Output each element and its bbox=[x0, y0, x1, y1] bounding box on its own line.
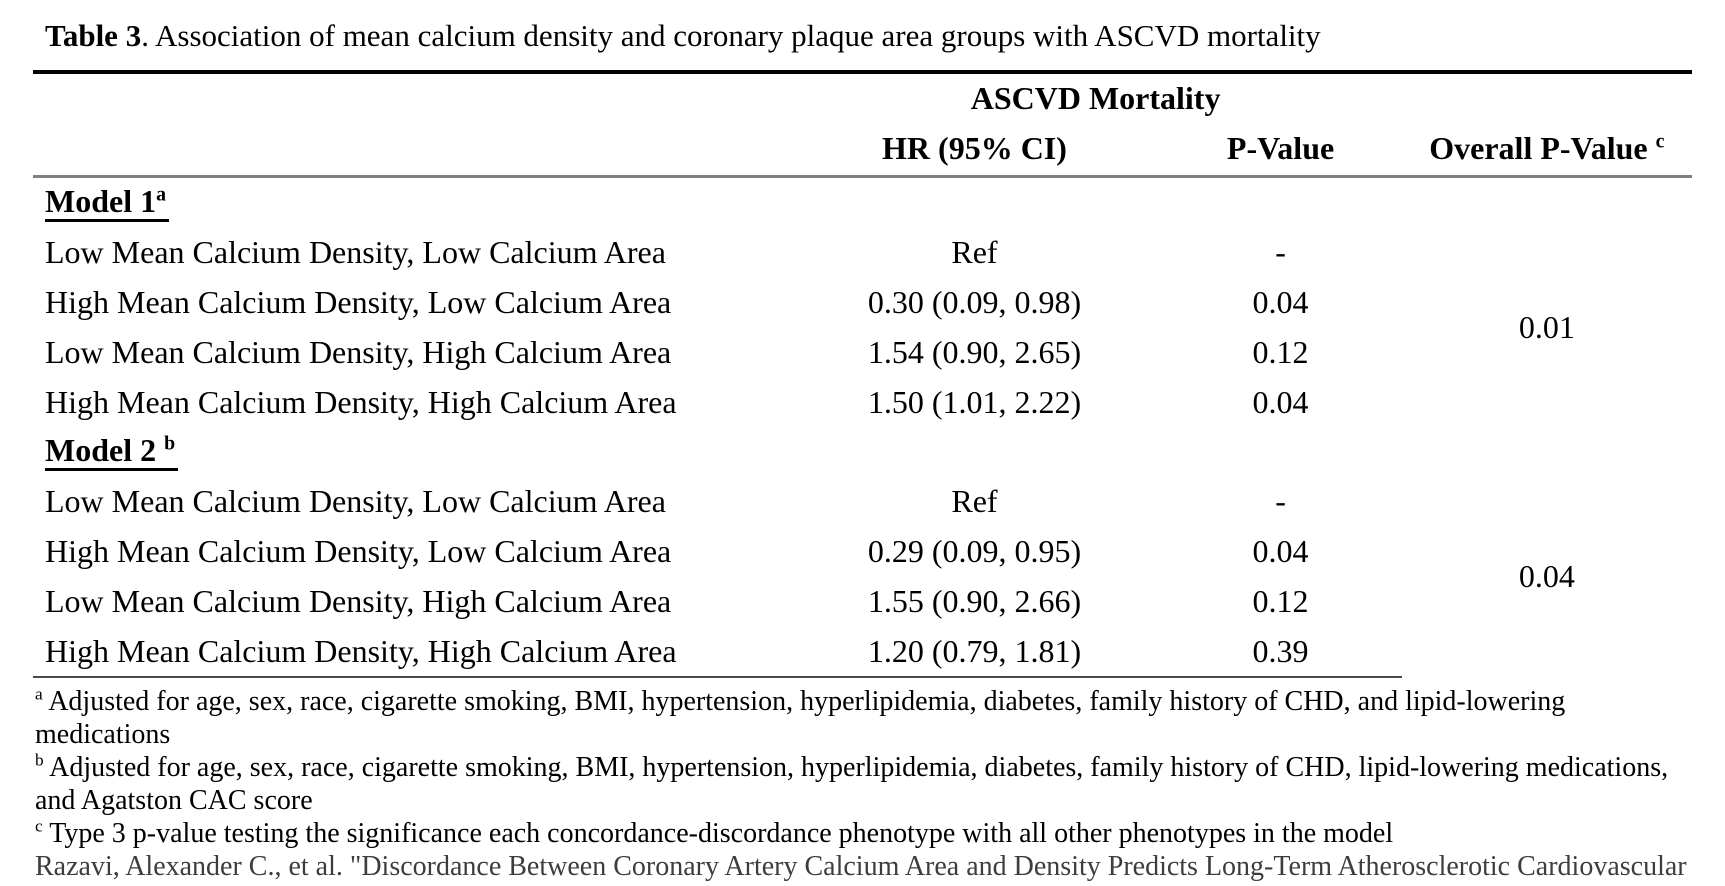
table-caption-number: Table 3 bbox=[45, 18, 142, 53]
citation-year: (2022) bbox=[564, 884, 646, 886]
table-row: High Mean Calcium Density, Low Calcium A… bbox=[33, 277, 1692, 327]
table-row: Low Mean Calcium Density, High Calcium A… bbox=[33, 576, 1692, 626]
hr-value: 1.50 (1.01, 2.22) bbox=[867, 383, 1082, 420]
p-value: 0.04 bbox=[1252, 283, 1309, 320]
header-empty-cell bbox=[1402, 72, 1692, 122]
header-empty-cell bbox=[33, 72, 790, 122]
header-overall-p-value-text: Overall P-Value bbox=[1429, 130, 1648, 166]
p-value: 0.12 bbox=[1252, 582, 1309, 619]
header-columns-row: HR (95% CI) P-Value Overall P-Value c bbox=[33, 122, 1692, 178]
citation-journal-name: JACC: Cardiovascular Imaging bbox=[206, 884, 564, 886]
header-overall-p-value: Overall P-Value c bbox=[1401, 122, 1692, 178]
row-label: High Mean Calcium Density, Low Calcium A… bbox=[45, 532, 672, 569]
p-value: - bbox=[1275, 482, 1286, 519]
row-label: High Mean Calcium Density, High Calcium … bbox=[45, 383, 677, 420]
footnote-b: b Adjusted for age, sex, race, cigarette… bbox=[35, 751, 1692, 817]
model-1-title: Model 1a bbox=[45, 183, 170, 222]
header-group-row: ASCVD Mortality bbox=[33, 72, 1692, 122]
row-label: Low Mean Calcium Density, Low Calcium Ar… bbox=[45, 233, 666, 270]
table-block: Table 3. Association of mean calcium den… bbox=[33, 0, 1692, 886]
hr-value: 1.55 (0.90, 2.66) bbox=[867, 582, 1082, 619]
header-overall-p-value-footnote-mark: c bbox=[1655, 130, 1665, 153]
table-row: Low Mean Calcium Density, Low Calcium Ar… bbox=[33, 227, 1692, 345]
table-row: High Mean Calcium Density, High Calcium … bbox=[33, 377, 1692, 427]
footnotes-block: a Adjusted for age, sex, race, cigarette… bbox=[33, 685, 1692, 886]
hr-value: 0.30 (0.09, 0.98) bbox=[867, 283, 1082, 320]
hr-value: 0.29 (0.09, 0.95) bbox=[867, 532, 1082, 569]
footnote-a-text: Adjusted for age, sex, race, cigarette s… bbox=[35, 686, 1566, 750]
model-2-heading-cell: Model 2 b bbox=[33, 427, 1692, 476]
model-2-footnote-mark: b bbox=[164, 432, 176, 455]
model-1-footnote-mark: a bbox=[156, 183, 167, 206]
footnote-a-mark: a bbox=[35, 684, 43, 704]
model-1-heading-row: Model 1a bbox=[33, 177, 1692, 228]
citation-text: Razavi, Alexander C., et al. "Discordanc… bbox=[35, 851, 1687, 886]
table-row: High Mean Calcium Density, Low Calcium A… bbox=[33, 526, 1692, 576]
p-value: - bbox=[1275, 233, 1286, 270]
model-1-overall-p-value: 0.01 bbox=[1518, 308, 1575, 345]
row-label: Low Mean Calcium Density, Low Calcium Ar… bbox=[45, 482, 666, 519]
header-hr-95ci: HR (95% CI) bbox=[789, 122, 1160, 178]
footnote-c-mark: c bbox=[35, 816, 43, 836]
footnote-c: c Type 3 p-value testing the significanc… bbox=[35, 817, 1692, 850]
hr-value: 1.54 (0.90, 2.65) bbox=[867, 333, 1082, 370]
model-2-heading-row: Model 2 b bbox=[33, 427, 1692, 476]
footnote-a: a Adjusted for age, sex, race, cigarette… bbox=[35, 685, 1692, 751]
row-label: Low Mean Calcium Density, High Calcium A… bbox=[45, 333, 672, 370]
p-value: 0.04 bbox=[1252, 383, 1309, 420]
row-label: High Mean Calcium Density, High Calcium … bbox=[33, 626, 790, 678]
model-1-heading-cell: Model 1a bbox=[33, 177, 1692, 228]
header-ascvd-mortality: ASCVD Mortality bbox=[970, 79, 1221, 116]
model-2-overall-p-value: 0.04 bbox=[1518, 558, 1575, 594]
row-label: High Mean Calcium Density, Low Calcium A… bbox=[45, 283, 672, 320]
hr-value: Ref bbox=[951, 482, 998, 519]
p-value: 0.12 bbox=[1252, 333, 1309, 370]
footnote-b-text: Adjusted for age, sex, race, cigarette s… bbox=[35, 752, 1669, 816]
table-row: High Mean Calcium Density, High Calcium … bbox=[33, 626, 1692, 678]
hr-value: 1.20 (0.79, 1.81) bbox=[789, 626, 1160, 678]
p-value: 0.39 bbox=[1159, 626, 1402, 678]
footnote-b-mark: b bbox=[35, 750, 44, 770]
p-value: 0.04 bbox=[1252, 532, 1309, 569]
header-empty-cell bbox=[33, 122, 790, 178]
model-2-name: Model 2 bbox=[45, 432, 157, 468]
table-caption-text: . Association of mean calcium density an… bbox=[141, 18, 1321, 53]
model-2-title: Model 2 b bbox=[45, 432, 179, 471]
row-label: Low Mean Calcium Density, High Calcium A… bbox=[45, 582, 672, 619]
header-p-value: P-Value bbox=[1159, 122, 1402, 178]
hr-value: Ref bbox=[951, 233, 998, 270]
table-row: Low Mean Calcium Density, Low Calcium Ar… bbox=[33, 476, 1692, 595]
model-1-name: Model 1 bbox=[45, 183, 157, 219]
citation: Razavi, Alexander C., et al. "Discordanc… bbox=[35, 850, 1692, 886]
results-table: ASCVD Mortality HR (95% CI) P-Value Over… bbox=[33, 70, 1692, 678]
table-row: Low Mean Calcium Density, High Calcium A… bbox=[33, 327, 1692, 377]
table-caption: Table 3. Association of mean calcium den… bbox=[33, 0, 1692, 70]
footnote-c-text: Type 3 p-value testing the significance … bbox=[49, 818, 1394, 849]
